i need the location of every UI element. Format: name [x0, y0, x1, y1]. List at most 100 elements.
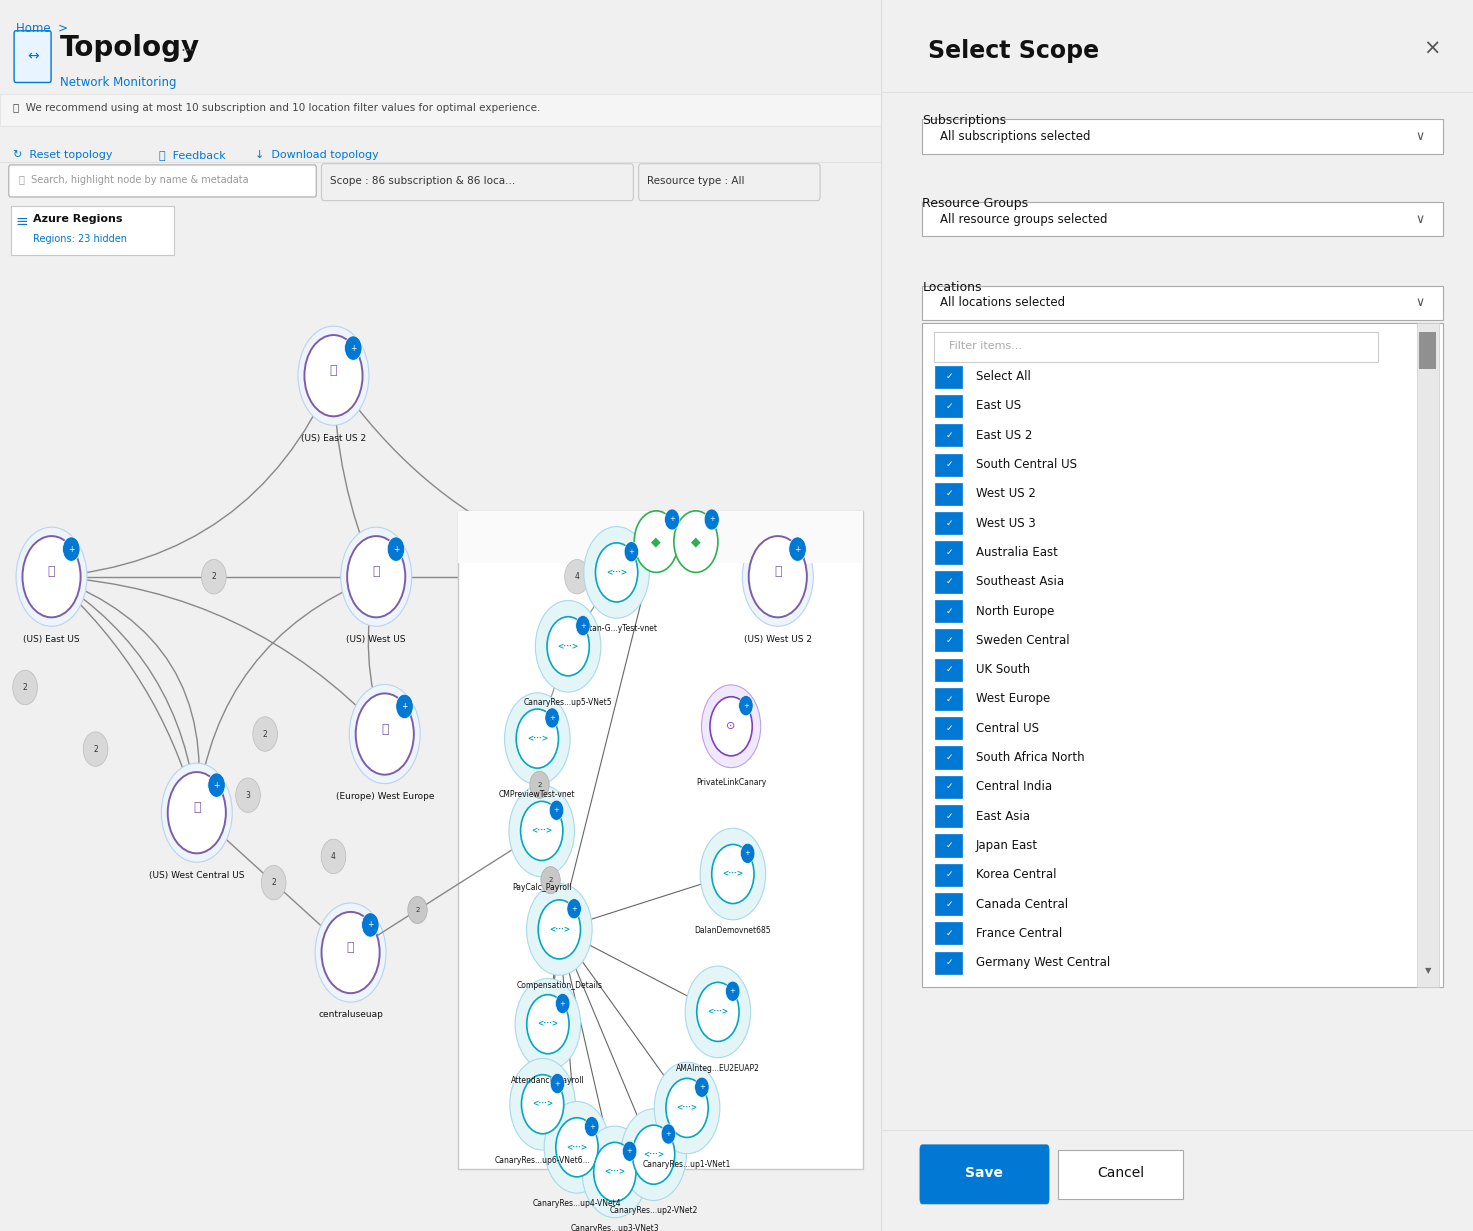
Text: Scope : 86 subscription & 86 loca...: Scope : 86 subscription & 86 loca... — [330, 176, 516, 186]
Circle shape — [544, 1102, 610, 1193]
Text: West Europe: West Europe — [975, 693, 1050, 705]
FancyBboxPatch shape — [922, 323, 1444, 987]
Text: +: + — [629, 549, 635, 555]
Text: 📍: 📍 — [193, 801, 200, 814]
Text: 2: 2 — [271, 878, 275, 888]
Circle shape — [321, 840, 346, 874]
Circle shape — [546, 617, 589, 676]
Text: 3: 3 — [246, 790, 250, 800]
Circle shape — [236, 778, 261, 812]
Text: Resource Groups: Resource Groups — [922, 197, 1028, 211]
Text: 4: 4 — [574, 572, 579, 581]
Text: 2: 2 — [415, 907, 420, 913]
Circle shape — [564, 559, 589, 595]
FancyBboxPatch shape — [935, 629, 962, 651]
Text: <···>: <···> — [644, 1150, 664, 1160]
Circle shape — [704, 510, 719, 529]
Text: ▲: ▲ — [1424, 335, 1432, 343]
Text: +: + — [367, 921, 374, 929]
Circle shape — [535, 601, 601, 692]
FancyBboxPatch shape — [935, 542, 962, 564]
Text: ✓: ✓ — [946, 607, 953, 616]
Text: Japan East: Japan East — [975, 840, 1037, 852]
Text: ✓: ✓ — [946, 870, 953, 879]
Text: +: + — [580, 623, 586, 629]
Text: ↓  Download topology: ↓ Download topology — [255, 150, 379, 160]
Text: Sweden Central: Sweden Central — [975, 634, 1069, 646]
Circle shape — [348, 537, 405, 618]
Text: 2: 2 — [262, 730, 268, 739]
Text: <···>: <···> — [707, 1007, 729, 1017]
Text: Korea Central: Korea Central — [975, 868, 1056, 881]
Text: (Europe) West Europe: (Europe) West Europe — [336, 792, 435, 801]
Circle shape — [700, 828, 766, 920]
FancyBboxPatch shape — [10, 206, 174, 255]
Circle shape — [530, 771, 549, 798]
Text: (US) West US: (US) West US — [346, 635, 407, 644]
Text: ✓: ✓ — [946, 401, 953, 410]
Text: +: + — [214, 780, 219, 789]
Circle shape — [516, 979, 580, 1070]
Text: Attendance_Payroll: Attendance_Payroll — [511, 1076, 585, 1085]
Text: +: + — [745, 851, 751, 857]
Circle shape — [585, 1117, 600, 1136]
Text: 📍: 📍 — [773, 565, 782, 579]
Text: Cancel: Cancel — [1097, 1166, 1145, 1181]
FancyBboxPatch shape — [935, 483, 962, 505]
Text: <···>: <···> — [722, 869, 744, 879]
Circle shape — [595, 543, 638, 602]
Text: 👤  Feedback: 👤 Feedback — [159, 150, 225, 160]
Text: ✓: ✓ — [946, 577, 953, 586]
Circle shape — [510, 785, 574, 876]
FancyBboxPatch shape — [935, 599, 962, 622]
Text: +: + — [554, 808, 560, 814]
FancyBboxPatch shape — [935, 922, 962, 944]
Text: <···>: <···> — [558, 641, 579, 651]
Circle shape — [673, 511, 717, 572]
Text: Central US: Central US — [975, 721, 1038, 735]
Text: All resource groups selected: All resource groups selected — [940, 213, 1108, 225]
Text: ✓: ✓ — [946, 636, 953, 645]
Text: <···>: <···> — [604, 1167, 626, 1177]
Circle shape — [62, 537, 80, 561]
Text: CanaryRes...up3-VNet3: CanaryRes...up3-VNet3 — [570, 1224, 658, 1231]
Text: Home  >: Home > — [16, 22, 68, 36]
Text: +: + — [393, 544, 399, 554]
Text: ✓: ✓ — [946, 841, 953, 849]
Text: South Central US: South Central US — [975, 458, 1077, 471]
Text: −: − — [820, 523, 831, 537]
Circle shape — [632, 1125, 675, 1184]
FancyBboxPatch shape — [458, 511, 863, 1169]
FancyBboxPatch shape — [935, 892, 962, 915]
Text: ×: × — [1423, 38, 1441, 58]
Circle shape — [711, 844, 754, 904]
Text: Select All: Select All — [975, 371, 1031, 383]
Circle shape — [526, 884, 592, 975]
Text: 2: 2 — [22, 683, 28, 692]
Text: +: + — [554, 1081, 560, 1087]
FancyBboxPatch shape — [935, 395, 962, 417]
Text: Southeast Asia: Southeast Asia — [975, 575, 1064, 588]
Text: 4: 4 — [331, 852, 336, 860]
Circle shape — [666, 1078, 709, 1137]
Circle shape — [790, 537, 806, 561]
Text: Resource type : All: Resource type : All — [648, 176, 745, 186]
Text: ⊙: ⊙ — [726, 721, 736, 731]
Text: CanaryRes...up4-VNet4: CanaryRes...up4-VNet4 — [533, 1199, 622, 1208]
Circle shape — [355, 693, 414, 774]
FancyBboxPatch shape — [934, 332, 1379, 362]
Text: +: + — [709, 517, 714, 522]
FancyBboxPatch shape — [921, 1145, 1049, 1204]
FancyBboxPatch shape — [639, 164, 820, 201]
Circle shape — [253, 716, 277, 751]
Text: ✓: ✓ — [946, 811, 953, 821]
FancyBboxPatch shape — [1059, 1150, 1183, 1199]
Circle shape — [748, 537, 807, 618]
Text: Azure Regions: Azure Regions — [34, 214, 122, 224]
Circle shape — [582, 1126, 648, 1217]
Circle shape — [664, 510, 679, 529]
Text: ◆: ◆ — [651, 535, 661, 548]
Circle shape — [168, 772, 225, 853]
Text: DalanDemovnet685: DalanDemovnet685 — [695, 926, 772, 934]
Text: CanaryRes...up2-VNet2: CanaryRes...up2-VNet2 — [610, 1206, 698, 1215]
